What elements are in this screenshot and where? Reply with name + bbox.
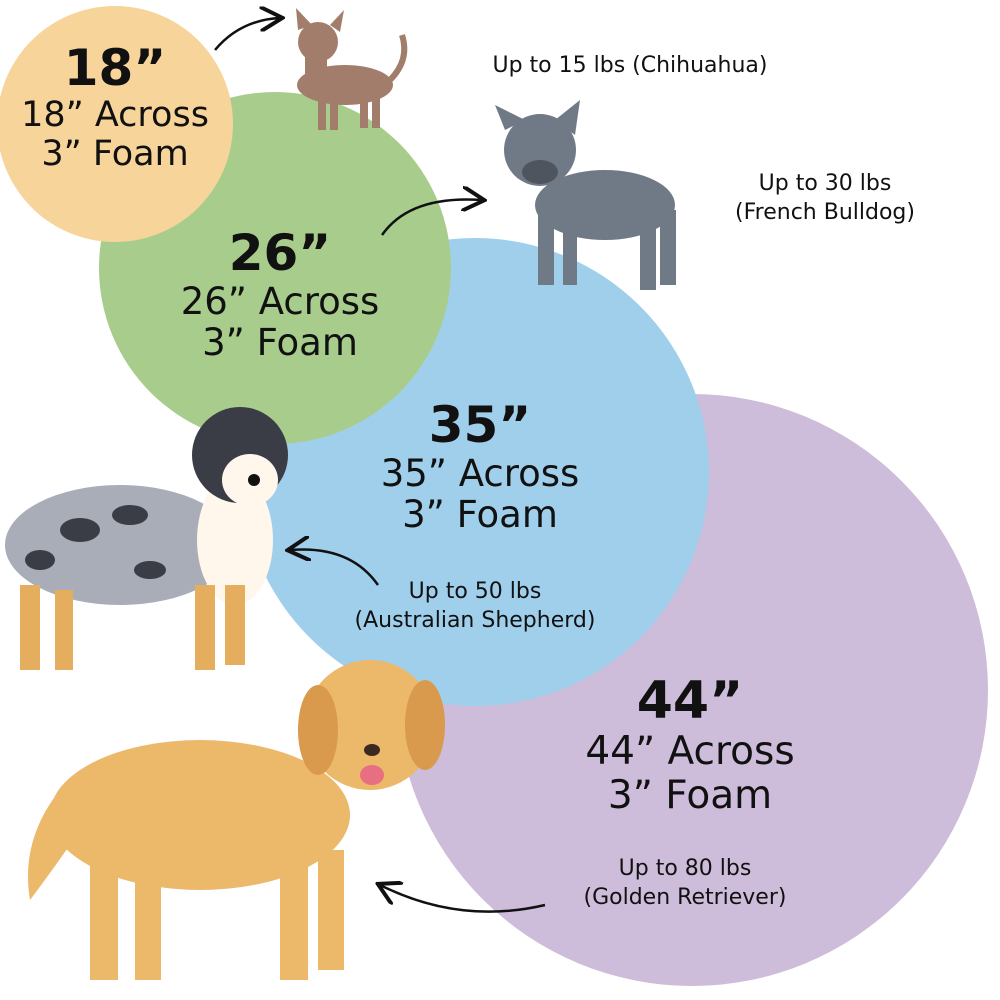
across-text: 26” Across (180, 280, 380, 323)
circle-18 (0, 6, 233, 242)
arrow-icon (380, 199, 482, 236)
australian-shepherd-illustration (5, 407, 288, 670)
weight-text: Up to 30 lbs (758, 171, 892, 196)
size-heading: 18” (63, 39, 167, 97)
weight-text: Up to 50 lbs (408, 579, 542, 604)
french-bulldog-illustration (495, 100, 676, 290)
weight-text: Up to 80 lbs (618, 856, 752, 881)
arrow-icon (290, 549, 380, 586)
breed-text: (Golden Retriever) (583, 884, 787, 910)
breed-text: (Australian Shepherd) (354, 607, 596, 633)
breed-text: (French Bulldog) (735, 199, 915, 225)
arrow-icon (214, 18, 280, 51)
across-text: 18” Across (21, 95, 209, 135)
foam-text: 3” Foam (202, 321, 358, 365)
chihuahua-illustration (296, 8, 408, 130)
size-heading: 35” (428, 396, 532, 454)
across-text: 35” Across (380, 452, 580, 495)
size-heading: 44” (636, 671, 744, 731)
across-text: 44” Across (585, 729, 795, 775)
weight-label-26: Up to 30 lbs (French Bulldog) (695, 170, 955, 227)
weight-label-35: Up to 50 lbs (Australian Shepherd) (320, 578, 630, 635)
weight-label-18: Up to 15 lbs (Chihuahua) (492, 53, 768, 78)
bed-26: 26” 26” Across 3” Foam (150, 225, 410, 364)
size-heading: 26” (228, 224, 332, 282)
bed-35: 35” 35” Across 3” Foam (340, 397, 620, 536)
foam-text: 3” Foam (607, 772, 773, 818)
golden-retriever-illustration (28, 660, 445, 980)
weight-label-44: Up to 80 lbs (Golden Retriever) (550, 855, 820, 912)
bed-44: 44” 44” Across 3” Foam (545, 672, 835, 818)
foam-text: 3” Foam (402, 493, 558, 537)
arrow-icon (380, 885, 546, 913)
bed-18: 18” 18” Across 3” Foam (15, 40, 215, 174)
foam-text: 3” Foam (41, 134, 189, 175)
